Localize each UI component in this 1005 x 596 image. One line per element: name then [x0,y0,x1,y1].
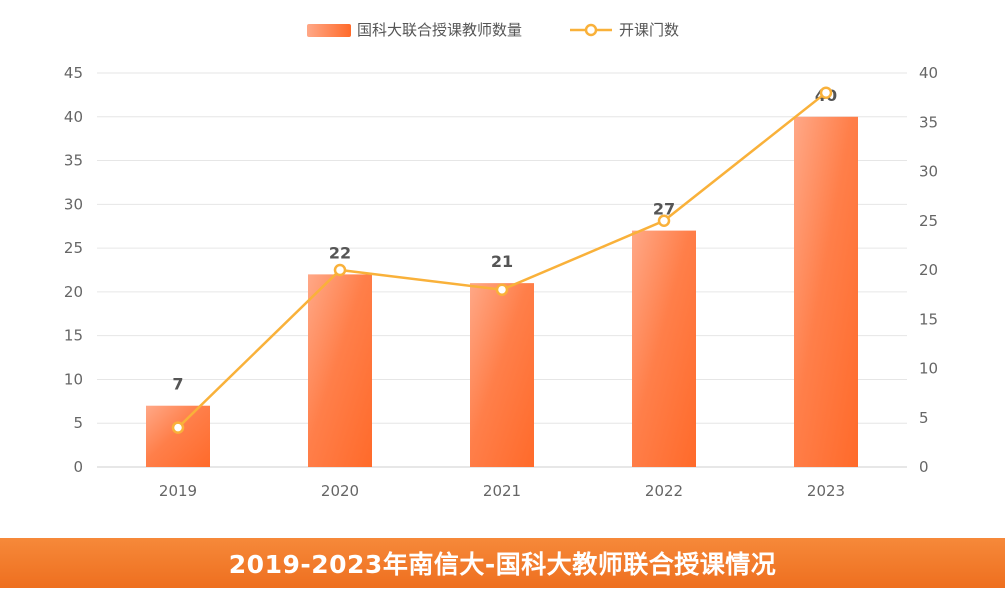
right-tick-label: 30 [919,163,938,181]
left-tick-label: 25 [64,239,83,257]
legend-line-label: 开课门数 [619,21,679,39]
left-tick-label: 15 [64,327,83,345]
combo-chart: 国科大联合授课教师数量 开课门数 0 5 10 15 20 25 30 35 40 45 0 5 10… [64,21,938,500]
legend: 国科大联合授课教师数量 开课门数 [307,21,679,39]
footer-banner: 2019-2023年南信大-国科大教师联合授课情况 [0,538,1005,588]
left-tick-label: 35 [64,152,83,170]
line-point [819,86,833,99]
bar-series [146,116,858,468]
right-tick-label: 40 [919,64,938,82]
right-tick-label: 0 [919,458,929,476]
x-tick-label: 2019 [159,482,197,500]
x-axis: 2019 2020 2021 2022 2023 [159,482,845,500]
line-point [495,283,509,296]
left-tick-label: 10 [64,370,83,388]
right-tick-label: 5 [919,409,929,427]
legend-item-bar[interactable]: 国科大联合授课教师数量 [307,21,522,39]
left-tick-label: 40 [64,108,83,126]
left-tick-label: 45 [64,64,83,82]
bar-data-label: 27 [653,200,675,219]
x-tick-label: 2021 [483,482,521,500]
legend-bar-swatch [307,24,351,37]
x-tick-label: 2020 [321,482,359,500]
line-point [657,214,671,227]
legend-bar-label: 国科大联合授课教师数量 [357,21,522,39]
line-series [171,86,833,434]
bar-data-label: 22 [329,243,351,262]
right-tick-label: 15 [919,310,938,328]
x-tick-label: 2023 [807,482,845,500]
left-tick-label: 20 [64,283,83,301]
line-point [333,263,347,277]
left-tick-label: 5 [73,414,83,432]
right-tick-label: 10 [919,360,938,378]
right-tick-label: 20 [919,261,938,279]
bar-data-label: 21 [491,252,513,271]
bar [146,405,210,467]
left-tick-label: 0 [73,458,83,476]
bar [470,283,534,467]
bar-data-label: 7 [172,375,183,394]
bar [308,274,372,467]
left-tick-label: 30 [64,195,83,213]
left-y-axis: 0 5 10 15 20 25 30 35 40 45 [64,64,83,476]
line-point [171,421,185,434]
x-tick-label: 2022 [645,482,683,500]
right-y-axis: 0 5 10 15 20 25 30 35 40 [919,64,938,476]
right-tick-label: 25 [919,212,938,230]
legend-line-marker [584,23,598,37]
legend-item-line[interactable]: 开课门数 [570,21,679,39]
footer-title: 2019-2023年南信大-国科大教师联合授课情况 [228,550,777,579]
right-tick-label: 35 [919,113,938,131]
bar [794,116,858,468]
bar [632,230,696,467]
